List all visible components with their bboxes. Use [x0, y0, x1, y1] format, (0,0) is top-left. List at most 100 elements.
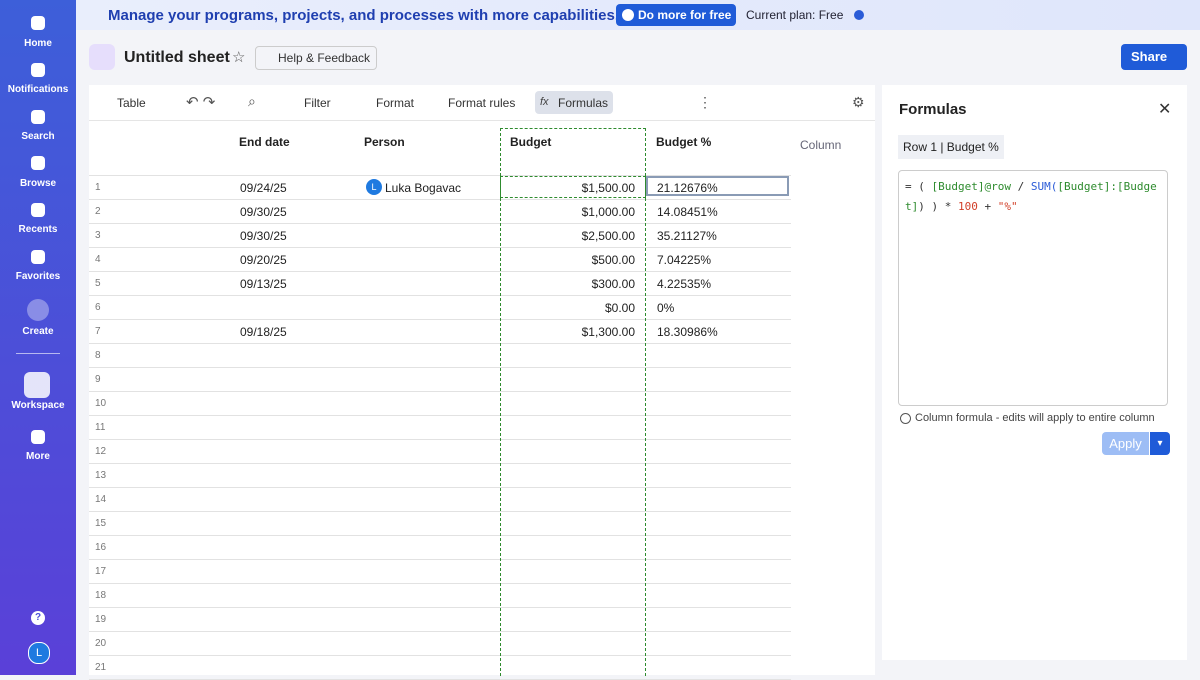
row-number: 3: [95, 230, 101, 241]
person-avatar: L: [366, 179, 382, 195]
formulas-button[interactable]: [535, 91, 613, 114]
sidebar-label[interactable]: Recents: [18, 224, 58, 235]
cell[interactable]: 09/18/25: [240, 325, 287, 339]
row-number: 10: [95, 398, 107, 409]
undo-redo[interactable]: ↶ ↷: [186, 94, 216, 111]
cell[interactable]: $1,500.00: [581, 181, 635, 195]
sidebar-label[interactable]: Browse: [19, 178, 57, 189]
close-button[interactable]: ✕: [1158, 101, 1172, 118]
banner-text: Manage your programs, projects, and proc…: [108, 7, 619, 24]
row-line: [89, 295, 791, 296]
formula-note: Column formula - edits will apply to ent…: [915, 412, 1155, 424]
row-line: [89, 607, 791, 608]
row-line: [89, 247, 791, 248]
column-header[interactable]: Person: [364, 135, 405, 149]
row-number: 1: [95, 182, 101, 193]
add-column-button[interactable]: Column: [800, 138, 842, 152]
view-button[interactable]: Table: [117, 96, 146, 110]
formula-panel: Formulas ✕ Row 1 | Budget % = ( [Budget]…: [882, 85, 1187, 660]
row-number: 11: [95, 422, 106, 433]
row-number: 8: [95, 350, 101, 361]
help-button[interactable]: Help & Feedback: [255, 46, 378, 70]
apply-button[interactable]: Apply: [1102, 432, 1149, 455]
settings-icon[interactable]: ⚙: [852, 94, 865, 110]
row-number: 16: [95, 542, 107, 553]
sidebar-label[interactable]: Workspace: [11, 400, 65, 411]
row-number: 15: [95, 518, 107, 529]
user-avatar[interactable]: L: [28, 642, 50, 664]
format-rules-button[interactable]: Format rules: [448, 96, 516, 110]
cell[interactable]: 09/20/25: [240, 253, 287, 267]
sidebar-icon[interactable]: [31, 63, 45, 77]
cell[interactable]: $2,500.00: [581, 229, 635, 243]
sidebar-label[interactable]: Home: [24, 38, 52, 49]
row-number: 5: [95, 278, 101, 289]
cell[interactable]: 18.30986%: [657, 325, 718, 339]
column-header[interactable]: Budget %: [656, 135, 712, 149]
sidebar-icon[interactable]: [24, 372, 50, 398]
sheet-title[interactable]: Untitled sheet: [124, 49, 230, 66]
sidebar-icon[interactable]: [31, 203, 45, 217]
favorite-star[interactable]: ☆: [232, 49, 246, 66]
fx-icon: fx: [540, 96, 549, 108]
cell[interactable]: 09/24/25: [240, 181, 287, 195]
sidebar-icon[interactable]: [31, 250, 45, 264]
cell[interactable]: $500.00: [591, 253, 635, 267]
row-number: 13: [95, 470, 107, 481]
formula-token: ) ) *: [918, 200, 958, 213]
copy-selection-cell: [500, 176, 646, 198]
formula-token: 100: [958, 200, 978, 213]
cell[interactable]: 09/30/25: [240, 229, 287, 243]
copy-selection: [500, 128, 646, 676]
cell[interactable]: $1,300.00: [581, 325, 635, 339]
sidebar-divider: [16, 353, 60, 354]
column-header[interactable]: End date: [239, 135, 290, 149]
row-line: [89, 367, 791, 368]
cell[interactable]: 4.22535%: [657, 277, 712, 291]
format-button[interactable]: Format: [376, 96, 415, 110]
sidebar-icon[interactable]: [31, 430, 45, 444]
formula-editor[interactable]: = ( [Budget]@row / SUM([Budget]:[Budget]…: [898, 170, 1168, 406]
sidebar-icon[interactable]: [31, 156, 45, 170]
cell[interactable]: 0%: [657, 301, 675, 315]
search-button[interactable]: ⌕: [248, 93, 256, 109]
cell[interactable]: $300.00: [591, 277, 635, 291]
help-button[interactable]: ?: [31, 611, 45, 625]
row-number: 17: [95, 566, 107, 577]
sidebar-label[interactable]: Favorites: [15, 271, 61, 282]
row-number: 12: [95, 446, 107, 457]
formula-token: SUM(: [1030, 180, 1058, 193]
cell[interactable]: 09/13/25: [240, 277, 287, 291]
formula-token: = (: [905, 180, 932, 193]
cell[interactable]: 7.04225%: [657, 253, 712, 267]
filter-button[interactable]: Filter: [304, 96, 331, 110]
column-header[interactable]: Budget: [510, 135, 552, 149]
cell[interactable]: Luka Bogavac: [385, 181, 462, 195]
cell[interactable]: 09/30/25: [240, 205, 287, 219]
cell[interactable]: 14.08451%: [657, 205, 718, 219]
row-line: [89, 223, 791, 224]
row-line: [89, 583, 791, 584]
row-line: [89, 487, 791, 488]
sidebar-label[interactable]: Notifications: [7, 84, 69, 95]
sidebar-label[interactable]: Search: [21, 131, 55, 142]
cell[interactable]: 21.12676%: [657, 181, 718, 195]
sidebar-icon[interactable]: [27, 299, 49, 321]
sidebar-label[interactable]: Create: [22, 326, 54, 337]
more-menu[interactable]: ⋮: [698, 94, 712, 110]
panel-title: Formulas: [899, 101, 967, 118]
sidebar-label[interactable]: More: [26, 451, 50, 462]
cell[interactable]: $0.00: [604, 301, 635, 315]
formula-token: [Budget]@row: [931, 180, 1011, 193]
sidebar-icon[interactable]: [31, 16, 45, 30]
cell[interactable]: 35.21127%: [657, 229, 717, 243]
apply-menu[interactable]: ▾: [1150, 432, 1170, 455]
sheet-icon: [89, 44, 115, 70]
upgrade-button[interactable]: Do more for free: [616, 4, 736, 26]
sidebar-icon[interactable]: [31, 110, 45, 124]
cell[interactable]: $1,000.00: [581, 205, 635, 219]
share-button[interactable]: Share: [1121, 44, 1187, 70]
banner: Manage your programs, projects, and proc…: [76, 0, 1200, 30]
info-icon[interactable]: [854, 10, 864, 20]
header-line: [89, 175, 791, 176]
